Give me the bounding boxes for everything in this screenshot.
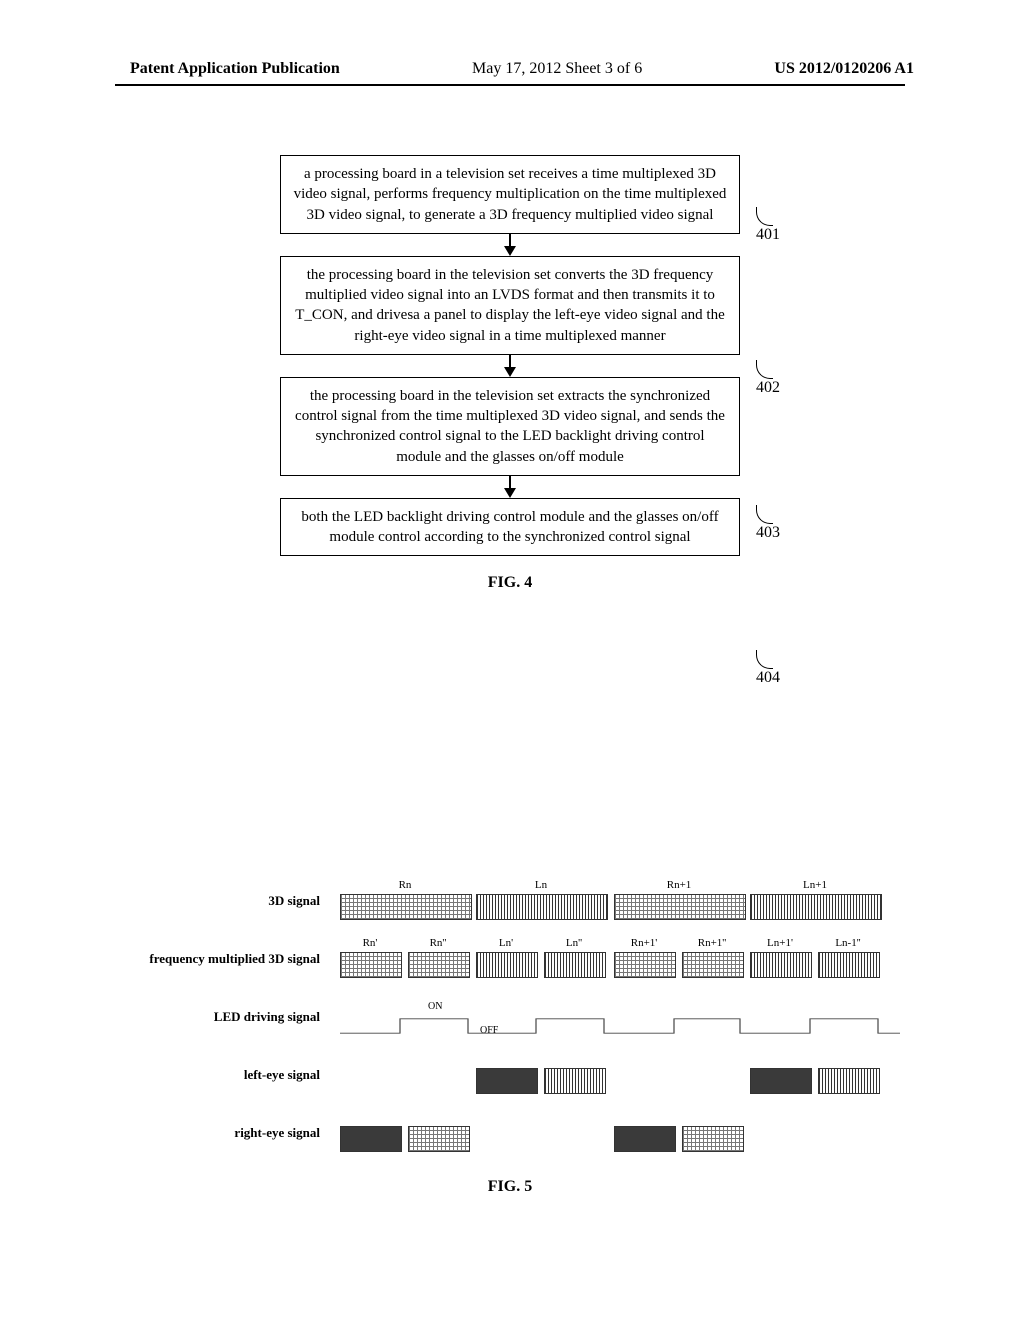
arrow-down-icon <box>504 367 516 377</box>
fig5-caption: FIG. 5 <box>120 1178 900 1196</box>
leader-curve-icon <box>756 650 773 669</box>
flowchart-fig4: a processing board in a television set r… <box>280 155 740 592</box>
arrow-down-icon <box>504 488 516 498</box>
frame-label: Rn+1 <box>667 879 692 891</box>
flow-step-401: a processing board in a television set r… <box>280 155 740 234</box>
flow-step-403-id: 403 <box>756 505 780 542</box>
timing-row-freq-mult: frequency multiplied 3D signal Rn' Rn'' Ln… <box>120 938 900 980</box>
timing-row-led-driving: LED driving signal ON OFF <box>120 996 900 1038</box>
flow-step-403-text: the processing board in the television s… <box>295 388 725 465</box>
timing-frame <box>408 952 470 978</box>
flow-step-404-text: both the LED backlight driving control m… <box>301 509 718 545</box>
timing-content: Rn Ln Rn+1 Ln+1 <box>340 880 900 922</box>
frame-label: Ln'' <box>566 937 582 949</box>
timing-label: LED driving signal <box>120 1009 340 1025</box>
timing-frame <box>750 952 812 978</box>
timing-frame <box>614 1126 676 1152</box>
step-id-text: 401 <box>756 226 780 243</box>
frame-label: Ln+1' <box>767 937 793 949</box>
frame-label: Ln <box>535 879 547 891</box>
timing-frame <box>682 1126 744 1152</box>
frame-label: Ln+1 <box>803 879 827 891</box>
step-id-text: 402 <box>756 379 780 396</box>
header-left: Patent Application Publication <box>130 60 340 78</box>
frame-label: Ln-1'' <box>835 937 860 949</box>
timing-frame <box>408 1126 470 1152</box>
flow-step-402-id: 402 <box>756 360 780 397</box>
timing-frame <box>614 952 676 978</box>
timing-content: ON OFF <box>340 996 900 1038</box>
flow-step-401-id: 401 <box>756 207 780 244</box>
timing-frame <box>818 1068 880 1094</box>
leader-curve-icon <box>756 207 773 226</box>
arrow-down-icon <box>504 246 516 256</box>
timing-label: right-eye signal <box>120 1125 340 1141</box>
pulse-waveform <box>340 1016 900 1036</box>
timing-content <box>340 1112 900 1154</box>
timing-content: Rn' Rn'' Ln' Ln'' Rn+1' Rn+1'' Ln+1' Ln-1'' <box>340 938 900 980</box>
timing-frame <box>750 894 882 920</box>
header-rule <box>115 84 905 86</box>
timing-frame <box>340 952 402 978</box>
fig4-caption: FIG. 4 <box>280 574 740 592</box>
frame-label: Rn+1' <box>631 937 658 949</box>
arrow-stem <box>509 355 511 367</box>
step-id-text: 403 <box>756 524 780 541</box>
leader-curve-icon <box>756 505 773 524</box>
flow-step-402-text: the processing board in the television s… <box>295 267 724 344</box>
page: Patent Application Publication May 17, 2… <box>0 0 1024 1320</box>
timing-content <box>340 1054 900 1096</box>
timing-frame <box>750 1068 812 1094</box>
timing-frame <box>614 894 746 920</box>
timing-frame <box>476 952 538 978</box>
step-id-text: 404 <box>756 669 780 686</box>
flow-step-401-text: a processing board in a television set r… <box>294 166 727 223</box>
frame-label: Ln' <box>499 937 513 949</box>
timing-frame <box>476 894 608 920</box>
timing-row-left-eye: left-eye signal <box>120 1054 900 1096</box>
timing-row-right-eye: right-eye signal <box>120 1112 900 1154</box>
flow-step-403: the processing board in the television s… <box>280 377 740 476</box>
off-label: OFF <box>480 1025 498 1036</box>
timing-label: left-eye signal <box>120 1067 340 1083</box>
flow-step-404: both the LED backlight driving control m… <box>280 498 740 557</box>
timing-frame <box>818 952 880 978</box>
header-mid: May 17, 2012 Sheet 3 of 6 <box>472 60 642 78</box>
timing-frame <box>544 952 606 978</box>
timing-frame <box>682 952 744 978</box>
frame-label: Rn <box>399 879 412 891</box>
arrow-stem <box>509 476 511 488</box>
timing-label: frequency multiplied 3D signal <box>120 952 340 966</box>
page-header: Patent Application Publication May 17, 2… <box>0 60 1024 78</box>
timing-label: 3D signal <box>120 893 340 909</box>
on-label: ON <box>428 1001 442 1012</box>
timing-frame <box>340 894 472 920</box>
timing-frame <box>476 1068 538 1094</box>
header-right: US 2012/0120206 A1 <box>774 60 914 78</box>
timing-frame <box>544 1068 606 1094</box>
timing-frame <box>340 1126 402 1152</box>
timing-diagram-fig5: 3D signal Rn Ln Rn+1 Ln+1 frequency multipl… <box>120 880 900 1196</box>
leader-curve-icon <box>756 360 773 379</box>
frame-label: Rn+1'' <box>698 937 727 949</box>
timing-row-3d-signal: 3D signal Rn Ln Rn+1 Ln+1 <box>120 880 900 922</box>
frame-label: Rn' <box>363 937 378 949</box>
flow-step-402: the processing board in the television s… <box>280 256 740 355</box>
arrow-stem <box>509 234 511 246</box>
frame-label: Rn'' <box>430 937 447 949</box>
flow-step-404-id: 404 <box>756 650 780 687</box>
